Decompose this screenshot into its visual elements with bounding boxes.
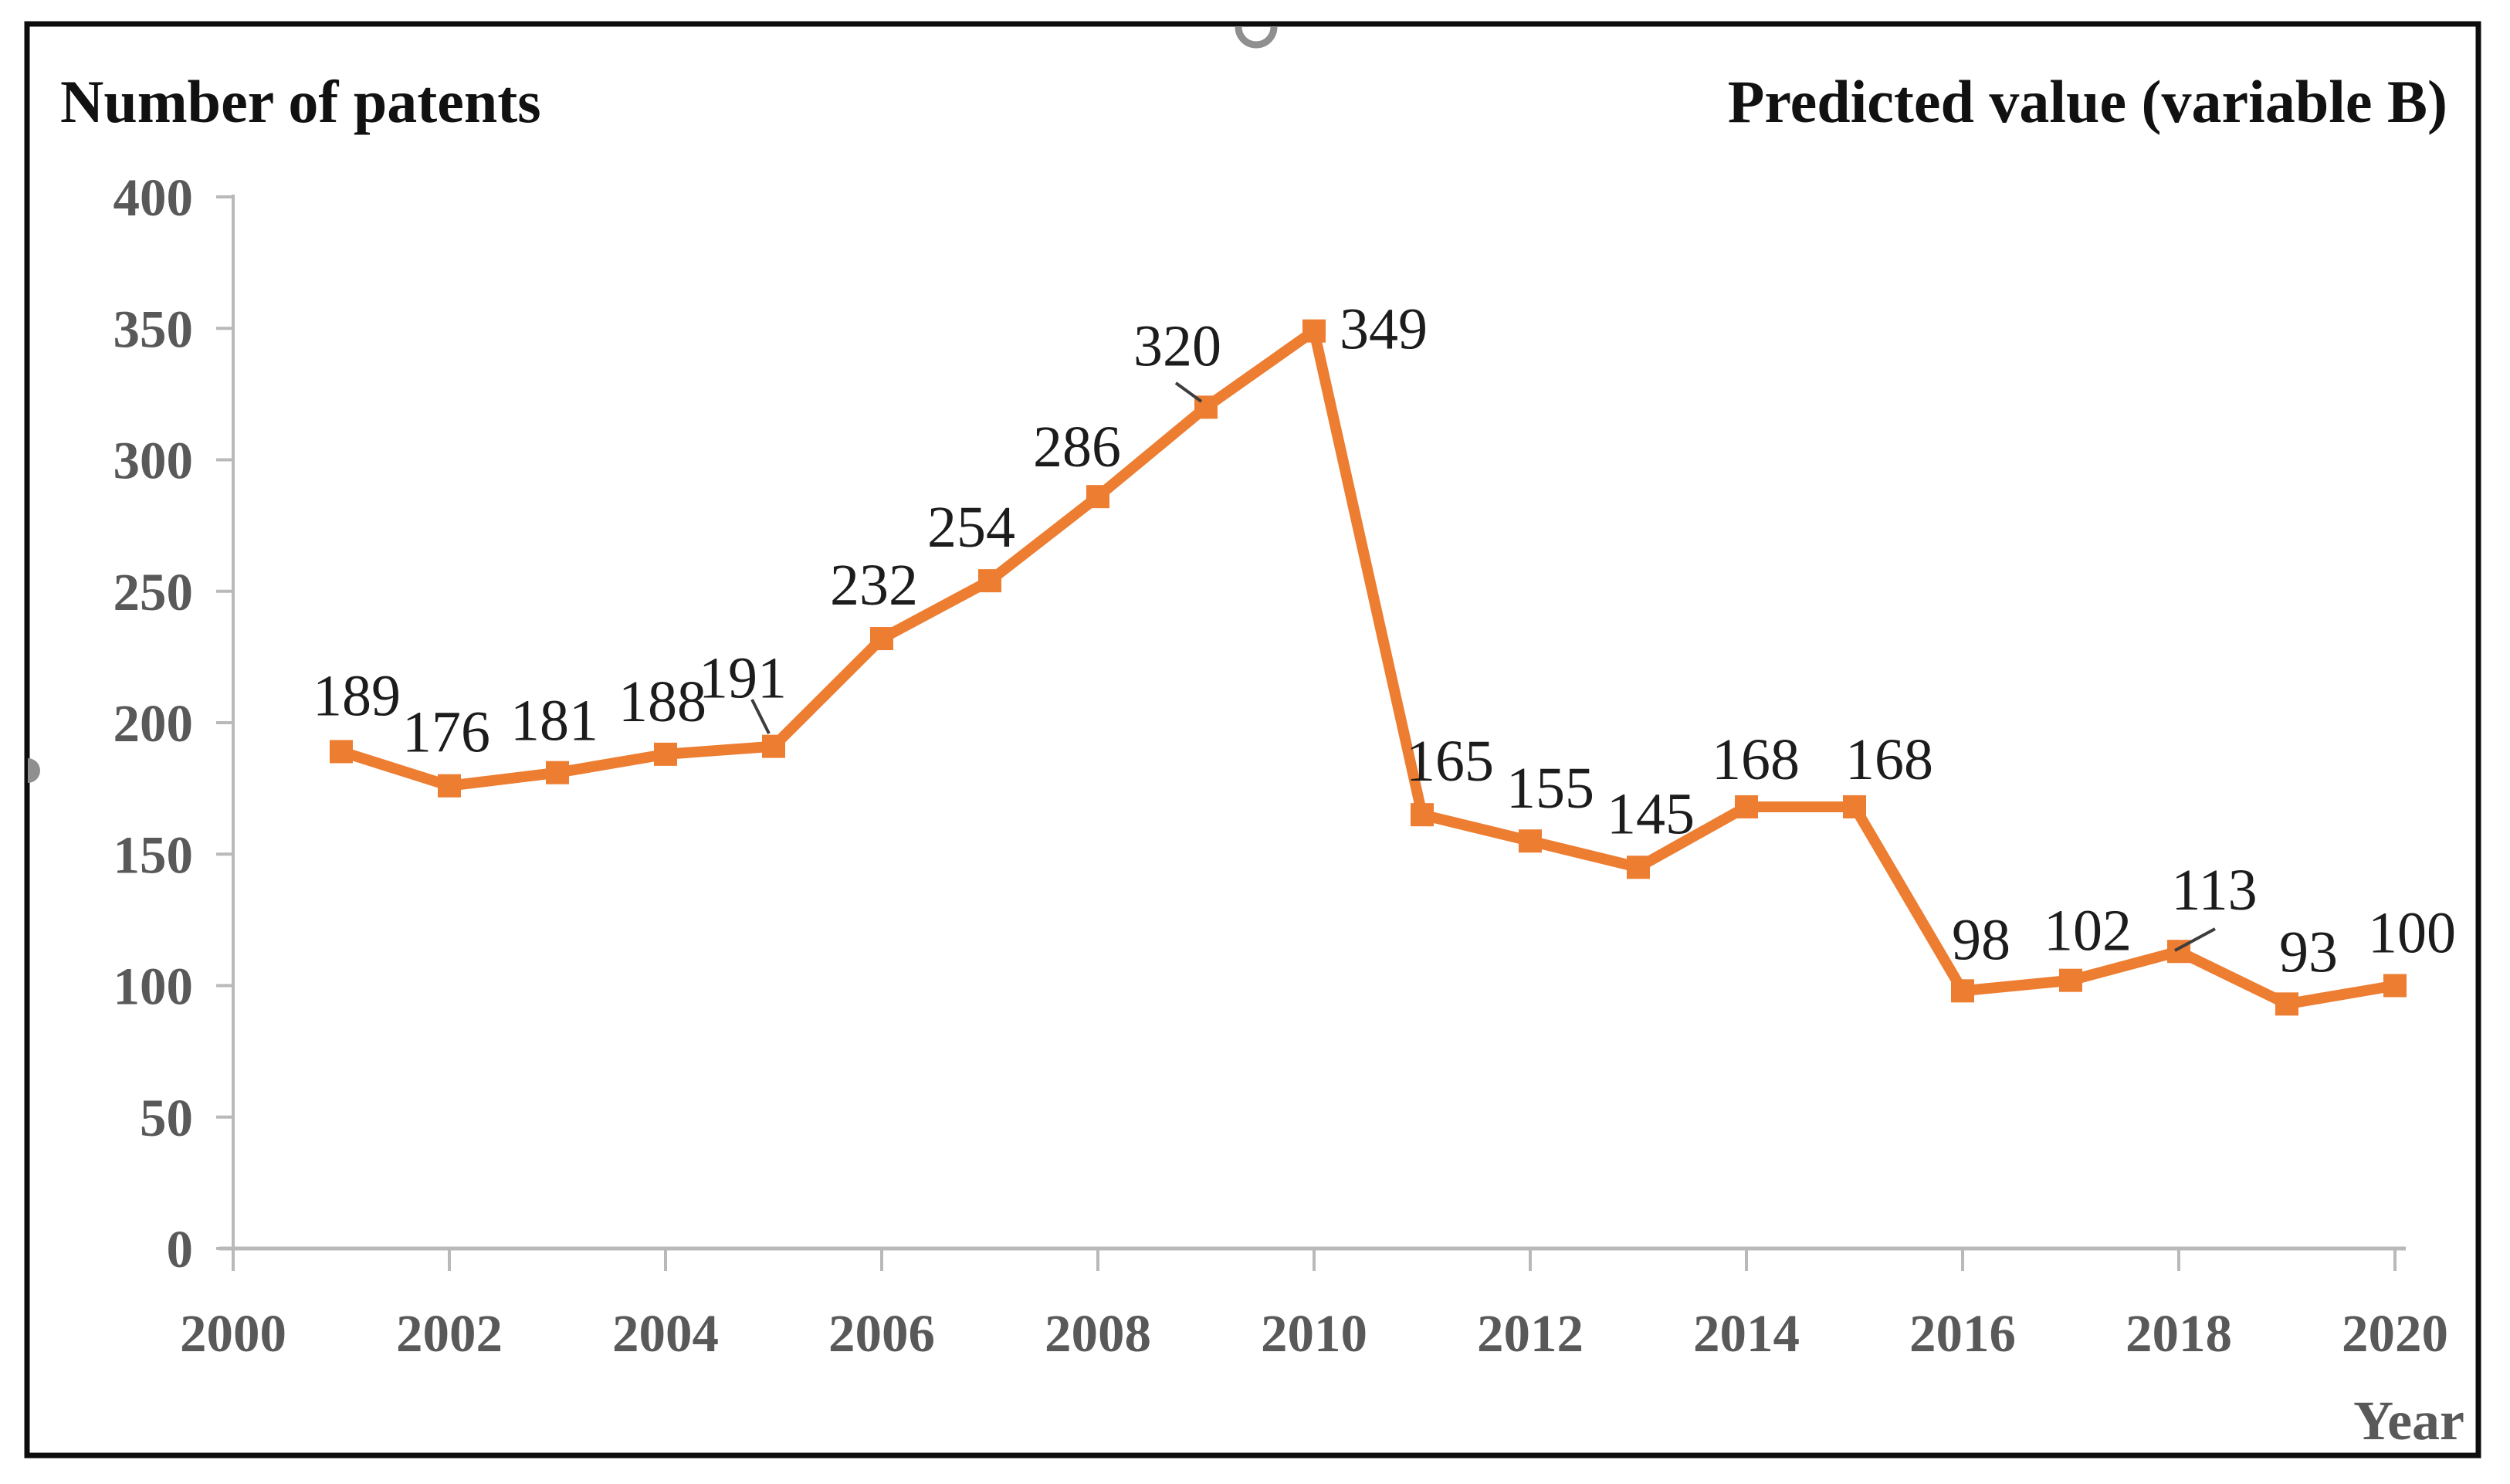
x-axis-title: Year [2353, 1390, 2464, 1452]
data-point-label: 232 [830, 553, 918, 618]
data-point-label: 98 [1952, 907, 2010, 972]
x-tick-label: 2010 [1261, 1304, 1367, 1363]
data-point-label: 189 [313, 663, 401, 728]
data-point-marker [1627, 856, 1650, 879]
data-point-marker [870, 627, 893, 651]
y-tick-label: 250 [113, 563, 194, 622]
y-tick-label: 0 [167, 1220, 194, 1279]
data-point-label: 102 [2044, 899, 2132, 964]
data-point-marker [2059, 968, 2082, 992]
data-point-label: 165 [1406, 729, 1494, 794]
data-point-label: 176 [402, 700, 490, 765]
data-point-marker [1411, 803, 1434, 827]
data-point-label: 100 [2368, 901, 2456, 966]
series-layer [330, 319, 2407, 1016]
x-tick-label: 2012 [1477, 1304, 1584, 1363]
data-point-marker [1519, 829, 1542, 853]
data-point-label: 145 [1607, 781, 1695, 846]
data-point-marker [330, 740, 353, 764]
data-point-label: 188 [618, 669, 706, 734]
chart-title: Predicted value (variable B) [1728, 68, 2447, 135]
data-point-label: 113 [2171, 858, 2257, 923]
data-point-marker [2383, 974, 2407, 998]
data-point-marker [654, 742, 677, 766]
data-point-marker [1735, 795, 1758, 818]
y-tick-label: 50 [140, 1089, 193, 1147]
x-tick-label: 2004 [612, 1304, 719, 1363]
left-resize-handle-icon[interactable] [28, 758, 40, 783]
x-tick-label: 2016 [1909, 1304, 2016, 1363]
data-point-marker [1843, 795, 1866, 818]
x-tick-label: 2020 [2342, 1304, 2448, 1363]
data-point-label: 320 [1133, 313, 1221, 378]
data-point-marker [2275, 992, 2298, 1016]
y-tick-label: 350 [113, 300, 194, 358]
figure-border [24, 21, 2481, 1459]
x-tick-label: 2018 [2126, 1304, 2232, 1363]
y-tick-label: 300 [113, 432, 194, 490]
data-point-label: 254 [927, 495, 1015, 560]
data-point-marker [546, 761, 569, 784]
data-point-marker [1086, 485, 1109, 509]
y-tick-label: 150 [113, 825, 194, 884]
x-tick-label: 2014 [1693, 1304, 1800, 1363]
data-point-marker [438, 774, 461, 798]
label-leader-line [750, 699, 771, 734]
data-point-label: 168 [1712, 727, 1800, 792]
axes-layer: 0 50 100 150 200 250 300 350 400 2000 2002 2004 2006… [113, 168, 2449, 1363]
data-point-label: 93 [2279, 920, 2338, 984]
label-leader-line [2174, 927, 2216, 952]
data-point-marker [1302, 319, 1326, 343]
data-point-label: 349 [1340, 297, 1428, 362]
x-tick-label: 2000 [180, 1304, 286, 1363]
top-resize-handle-icon[interactable] [1235, 26, 1278, 49]
data-point-marker [978, 569, 1001, 593]
y-tick-label: 100 [113, 957, 194, 1016]
y-axis-title: Number of patents [60, 68, 541, 135]
y-tick-label: 200 [113, 694, 194, 753]
data-point-label: 168 [1845, 727, 1933, 792]
data-point-label: 191 [699, 646, 787, 711]
data-point-label: 286 [1033, 415, 1121, 479]
label-leader-line [1174, 381, 1203, 403]
series-line [336, 325, 2400, 1010]
x-tick-label: 2008 [1045, 1304, 1151, 1363]
data-point-label: 155 [1506, 756, 1594, 821]
data-point-label: 181 [510, 689, 598, 754]
x-tick-label: 2006 [828, 1304, 935, 1363]
data-point-marker [1951, 979, 1974, 1003]
x-tick-label: 2002 [396, 1304, 503, 1363]
data-point-marker [762, 734, 785, 758]
y-tick-label: 400 [113, 168, 194, 227]
